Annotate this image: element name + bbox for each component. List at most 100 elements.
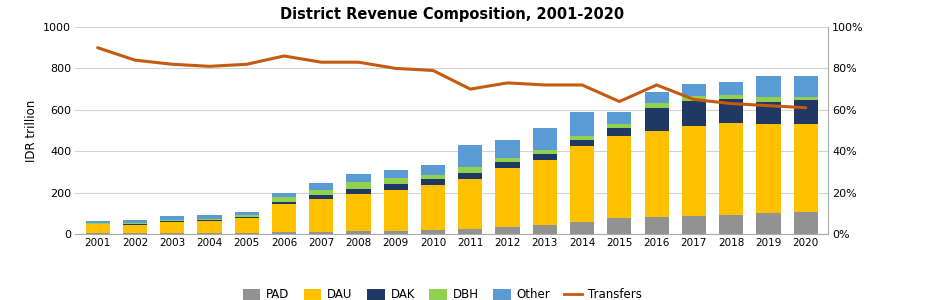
Transfers [315,60,327,64]
Bar [496,227,519,234]
Bar [198,215,221,219]
Bar [122,233,147,234]
Bar [719,123,743,215]
Bar [198,220,221,221]
Bar [719,82,743,95]
Transfers [726,102,737,105]
Bar [757,213,781,234]
Bar [234,233,259,234]
Bar [793,124,818,212]
Bar [570,222,594,234]
Transfers [539,83,550,87]
Transfers [167,62,178,66]
Bar [160,220,184,221]
Bar [421,165,445,175]
Legend: PAD, DAU, DAK, DBH, Other, Transfers: PAD, DAU, DAK, DBH, Other, Transfers [238,284,646,300]
Bar [122,225,147,233]
Transfers [651,83,662,87]
Bar [719,215,743,234]
Bar [607,218,631,234]
Bar [86,221,110,223]
Bar [458,145,483,167]
Bar [458,167,483,173]
Bar [384,178,407,184]
Bar [310,232,333,234]
Title: District Revenue Composition, 2001-2020: District Revenue Composition, 2001-2020 [279,7,624,22]
Bar [198,221,221,233]
Bar [234,218,259,233]
Bar [272,232,296,234]
Bar [533,160,557,225]
Bar [682,95,706,101]
Transfers [763,104,774,107]
Bar [496,140,519,158]
Transfers [279,54,290,58]
Bar [757,124,781,213]
Bar [645,131,669,218]
Bar [310,190,333,196]
Bar [645,92,669,103]
Bar [86,223,110,224]
Bar [421,185,445,230]
Transfers [465,87,476,91]
Bar [198,233,221,234]
Bar [160,233,184,234]
Bar [310,199,333,232]
Bar [384,190,407,231]
Bar [384,231,407,234]
Bar [570,136,594,140]
Bar [86,224,110,233]
Bar [458,173,483,179]
Bar [86,233,110,234]
Bar [607,124,631,128]
Transfers [353,60,364,64]
Bar [234,215,259,217]
Line: Transfers: Transfers [98,48,805,108]
Bar [757,101,781,124]
Bar [793,97,818,101]
Bar [757,97,781,101]
Transfers [800,106,811,110]
Bar [160,216,184,220]
Bar [793,76,818,97]
Transfers [577,83,588,87]
Y-axis label: IDR trillion: IDR trillion [24,99,38,162]
Bar [645,218,669,234]
Bar [384,170,407,178]
Bar [496,168,519,227]
Bar [272,204,296,232]
Bar [346,174,371,182]
Bar [272,197,296,202]
Bar [346,231,371,234]
Bar [310,183,333,190]
Bar [533,150,557,154]
Bar [272,193,296,197]
Bar [310,196,333,199]
Bar [272,202,296,204]
Bar [533,225,557,234]
Bar [421,179,445,185]
Bar [570,140,594,146]
Bar [533,128,557,150]
Bar [496,162,519,168]
Bar [645,103,669,108]
Bar [607,112,631,124]
Bar [607,136,631,218]
Bar [496,158,519,162]
Bar [645,108,669,131]
Bar [607,128,631,136]
Bar [458,179,483,229]
Bar [346,182,371,189]
Transfers [204,64,215,68]
Bar [346,189,371,194]
Bar [198,219,221,220]
Bar [570,112,594,136]
Bar [682,126,706,216]
Bar [570,146,594,222]
Bar [234,212,259,215]
Bar [793,212,818,234]
Bar [719,100,743,123]
Bar [160,221,184,222]
Bar [719,95,743,99]
Bar [122,220,147,223]
